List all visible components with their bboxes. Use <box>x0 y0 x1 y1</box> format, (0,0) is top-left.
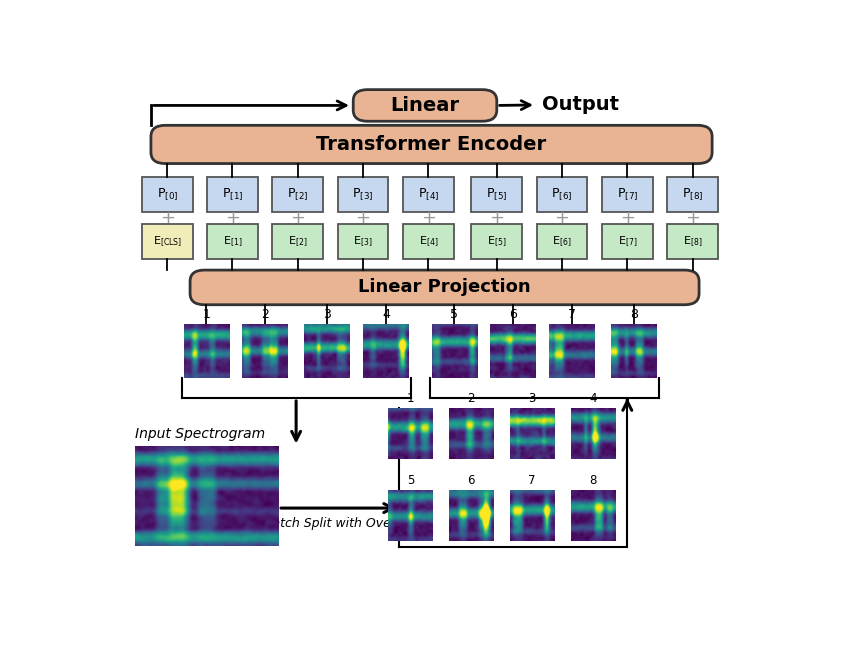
Text: $\mathrm{P_{[6]}}$: $\mathrm{P_{[6]}}$ <box>552 187 573 203</box>
Text: $\mathrm{P_{[5]}}$: $\mathrm{P_{[5]}}$ <box>486 187 508 203</box>
FancyBboxPatch shape <box>354 89 497 121</box>
Text: $\mathrm{E_{[1]}}$: $\mathrm{E_{[1]}}$ <box>223 234 242 249</box>
FancyBboxPatch shape <box>536 224 588 259</box>
Text: 3: 3 <box>528 392 536 405</box>
FancyBboxPatch shape <box>402 224 454 259</box>
Text: 5: 5 <box>450 308 458 321</box>
Text: 7: 7 <box>568 308 576 321</box>
Text: $+$: $+$ <box>290 209 306 227</box>
Text: $\mathrm{E_{[8]}}$: $\mathrm{E_{[8]}}$ <box>683 234 702 249</box>
FancyBboxPatch shape <box>338 177 388 212</box>
FancyBboxPatch shape <box>151 125 712 164</box>
Text: 5: 5 <box>407 474 414 487</box>
Text: 1: 1 <box>407 392 414 405</box>
Text: $\mathrm{P_{[7]}}$: $\mathrm{P_{[7]}}$ <box>616 187 638 203</box>
Text: $+$: $+$ <box>555 209 569 227</box>
Text: $\mathrm{P_{[1]}}$: $\mathrm{P_{[1]}}$ <box>221 187 243 203</box>
FancyBboxPatch shape <box>141 177 193 212</box>
FancyBboxPatch shape <box>272 177 323 212</box>
FancyBboxPatch shape <box>667 177 718 212</box>
Text: $\mathrm{E_{[6]}}$: $\mathrm{E_{[6]}}$ <box>552 234 572 249</box>
Text: $\mathrm{E_{[5]}}$: $\mathrm{E_{[5]}}$ <box>487 234 507 249</box>
Text: 8: 8 <box>630 308 638 321</box>
Text: $\mathrm{E_{[7]}}$: $\mathrm{E_{[7]}}$ <box>617 234 637 249</box>
FancyBboxPatch shape <box>190 270 699 305</box>
Text: 4: 4 <box>382 308 390 321</box>
Text: 2: 2 <box>261 308 269 321</box>
Text: $+$: $+$ <box>685 209 700 227</box>
Text: $+$: $+$ <box>620 209 635 227</box>
Text: $\mathrm{P_{[3]}}$: $\mathrm{P_{[3]}}$ <box>352 187 374 203</box>
Text: $+$: $+$ <box>355 209 370 227</box>
FancyBboxPatch shape <box>338 224 388 259</box>
Text: $\mathrm{E_{[2]}}$: $\mathrm{E_{[2]}}$ <box>288 234 307 249</box>
Text: $\mathrm{E_{[CLS]}}$: $\mathrm{E_{[CLS]}}$ <box>152 234 182 249</box>
Text: $\mathrm{E_{[4]}}$: $\mathrm{E_{[4]}}$ <box>418 234 438 249</box>
FancyBboxPatch shape <box>472 177 522 212</box>
Text: Patch Split with Overlap: Patch Split with Overlap <box>265 517 415 530</box>
FancyBboxPatch shape <box>207 177 258 212</box>
FancyBboxPatch shape <box>472 224 522 259</box>
FancyBboxPatch shape <box>602 177 653 212</box>
Text: $\mathrm{P_{[8]}}$: $\mathrm{P_{[8]}}$ <box>682 187 703 203</box>
Text: 2: 2 <box>467 392 475 405</box>
FancyBboxPatch shape <box>402 177 454 212</box>
Text: $+$: $+$ <box>225 209 240 227</box>
Text: Linear: Linear <box>391 96 460 115</box>
Text: 8: 8 <box>589 474 596 487</box>
Text: $\mathrm{E_{[3]}}$: $\mathrm{E_{[3]}}$ <box>354 234 373 249</box>
Text: 3: 3 <box>323 308 331 321</box>
Text: $\mathrm{P_{[2]}}$: $\mathrm{P_{[2]}}$ <box>287 187 308 203</box>
Text: $\mathrm{P_{[4]}}$: $\mathrm{P_{[4]}}$ <box>418 187 439 203</box>
Text: $+$: $+$ <box>489 209 504 227</box>
FancyBboxPatch shape <box>207 224 258 259</box>
Text: 4: 4 <box>589 392 596 405</box>
Text: Input Spectrogram: Input Spectrogram <box>135 428 264 442</box>
FancyBboxPatch shape <box>141 224 193 259</box>
Text: $+$: $+$ <box>160 209 175 227</box>
FancyBboxPatch shape <box>536 177 588 212</box>
Text: 1: 1 <box>202 308 210 321</box>
Text: $+$: $+$ <box>421 209 436 227</box>
FancyBboxPatch shape <box>667 224 718 259</box>
Text: 6: 6 <box>509 308 517 321</box>
Text: 6: 6 <box>467 474 475 487</box>
Text: Transformer Encoder: Transformer Encoder <box>317 135 546 154</box>
Text: $\mathrm{P_{[0]}}$: $\mathrm{P_{[0]}}$ <box>157 187 178 203</box>
FancyBboxPatch shape <box>272 224 323 259</box>
FancyBboxPatch shape <box>602 224 653 259</box>
Text: Output: Output <box>542 95 620 115</box>
Text: Linear Projection: Linear Projection <box>358 279 531 297</box>
Text: 7: 7 <box>528 474 536 487</box>
